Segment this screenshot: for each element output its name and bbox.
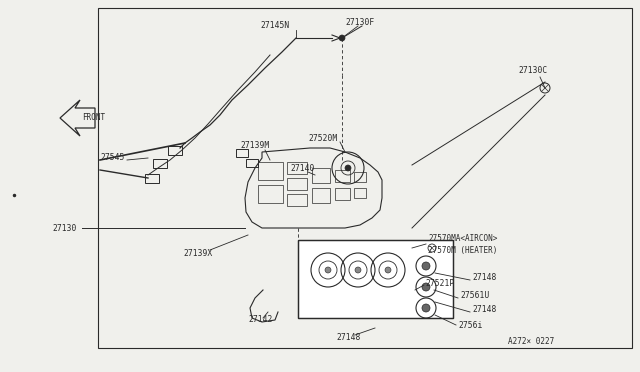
Text: 27142: 27142: [248, 315, 273, 324]
Circle shape: [422, 283, 430, 291]
Text: 27148: 27148: [472, 273, 497, 282]
Circle shape: [422, 262, 430, 270]
Circle shape: [345, 165, 351, 171]
Text: 27130F: 27130F: [345, 17, 374, 26]
Text: 27139X: 27139X: [183, 248, 212, 257]
Text: 27130C: 27130C: [518, 65, 547, 74]
Bar: [335, 188, 350, 200]
Bar: [335, 170, 350, 182]
Bar: [236, 149, 248, 157]
Text: 2756i: 2756i: [458, 321, 483, 330]
Circle shape: [422, 304, 430, 312]
Circle shape: [385, 267, 391, 273]
Bar: [312, 188, 330, 203]
Bar: [298, 240, 453, 318]
Text: 27148: 27148: [336, 334, 360, 343]
Bar: [258, 162, 283, 180]
Text: FRONT: FRONT: [82, 112, 105, 122]
Bar: [287, 162, 307, 174]
Circle shape: [339, 35, 345, 41]
Text: 27145N: 27145N: [260, 20, 289, 29]
Bar: [246, 159, 258, 167]
Bar: [298, 240, 453, 318]
Text: 27520M: 27520M: [308, 134, 337, 142]
Bar: [153, 158, 167, 167]
Circle shape: [325, 267, 331, 273]
Bar: [354, 172, 366, 182]
Bar: [287, 178, 307, 190]
Bar: [145, 173, 159, 183]
Text: 27140: 27140: [290, 164, 314, 173]
Text: 27139M: 27139M: [240, 141, 269, 150]
Text: 27130: 27130: [52, 224, 76, 232]
Text: 27570MA<AIRCON>: 27570MA<AIRCON>: [428, 234, 497, 243]
Bar: [258, 185, 283, 203]
Text: 27570M (HEATER): 27570M (HEATER): [428, 246, 497, 254]
Text: A272× 0227: A272× 0227: [508, 337, 554, 346]
Text: 27545: 27545: [100, 153, 124, 161]
Text: 27561U: 27561U: [460, 292, 489, 301]
Bar: [98, 8, 632, 348]
Bar: [287, 194, 307, 206]
Bar: [312, 168, 330, 183]
Circle shape: [355, 267, 361, 273]
Text: 27521P: 27521P: [425, 279, 454, 288]
Text: 27148: 27148: [472, 305, 497, 314]
Bar: [168, 145, 182, 154]
Bar: [354, 188, 366, 198]
